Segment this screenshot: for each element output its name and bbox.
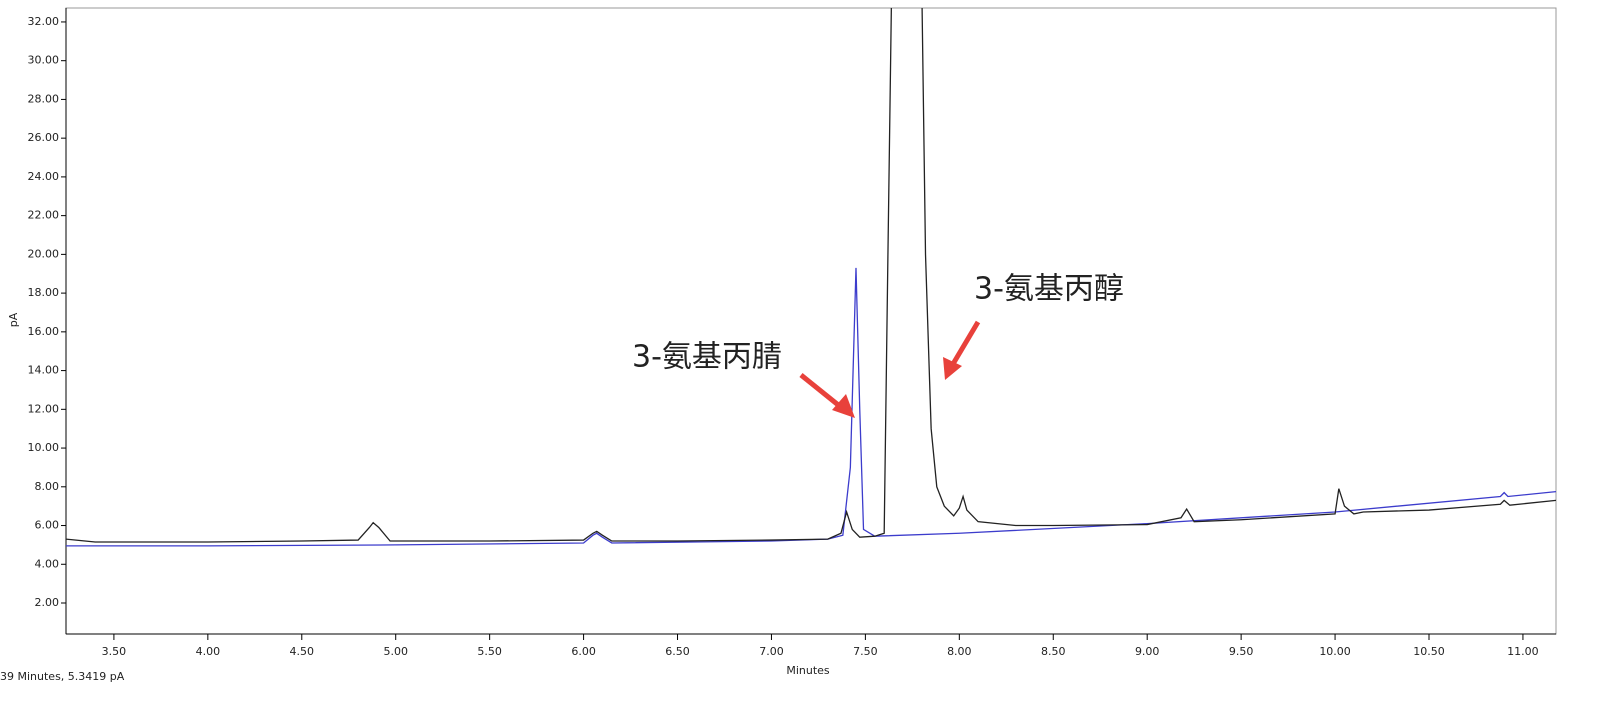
x-tick-label: 3.50 bbox=[102, 645, 127, 658]
x-tick-label: 10.00 bbox=[1319, 645, 1351, 658]
trace bbox=[66, 267, 1556, 547]
y-tick-label: 30.00 bbox=[28, 54, 60, 67]
annotation: 3-氨基丙腈 bbox=[632, 340, 782, 375]
y-tick-label: 28.00 bbox=[28, 92, 60, 105]
annotation: 3-氨基丙醇 bbox=[974, 272, 1124, 307]
trace bbox=[66, 8, 1556, 543]
arrow bbox=[943, 320, 981, 380]
x-tick-label: 11.00 bbox=[1507, 645, 1539, 658]
x-tick-label: 5.50 bbox=[477, 645, 502, 658]
y-tick-label: 18.00 bbox=[28, 286, 60, 299]
y-tick-label: 24.00 bbox=[28, 170, 60, 183]
y-tick-label: 10.00 bbox=[28, 441, 60, 454]
y-tick-label: 8.00 bbox=[35, 480, 60, 493]
x-tick-label: 8.50 bbox=[1041, 645, 1066, 658]
x-tick-label: 4.00 bbox=[196, 645, 221, 658]
y-tick-label: 20.00 bbox=[28, 247, 60, 260]
y-tick-label: 32.00 bbox=[28, 15, 60, 28]
x-tick-label: 7.50 bbox=[853, 645, 878, 658]
y-tick-label: 14.00 bbox=[28, 364, 60, 377]
y-tick-label: 26.00 bbox=[28, 131, 60, 144]
x-tick-label: 9.50 bbox=[1229, 645, 1254, 658]
x-tick-label: 6.00 bbox=[571, 645, 596, 658]
x-tick-label: 5.00 bbox=[383, 645, 408, 658]
y-tick-label: 6.00 bbox=[35, 519, 60, 532]
y-tick-label: 16.00 bbox=[28, 325, 60, 338]
x-tick-label: 9.00 bbox=[1135, 645, 1160, 658]
x-tick-label: 10.50 bbox=[1413, 645, 1445, 658]
x-tick-label: 8.00 bbox=[947, 645, 972, 658]
y-axis-label: pA bbox=[7, 312, 20, 327]
y-tick-label: 4.00 bbox=[35, 557, 60, 570]
x-axis-label: Minutes bbox=[786, 664, 830, 677]
y-tick-label: 2.00 bbox=[35, 596, 60, 609]
x-tick-label: 4.50 bbox=[290, 645, 315, 658]
traces bbox=[66, 8, 1556, 547]
y-tick-label: 22.00 bbox=[28, 209, 60, 222]
status-text: 39 Minutes, 5.3419 pA bbox=[0, 670, 125, 683]
x-tick-label: 7.00 bbox=[759, 645, 784, 658]
x-tick-label: 6.50 bbox=[665, 645, 690, 658]
arrow bbox=[799, 373, 855, 418]
y-tick-label: 12.00 bbox=[28, 402, 60, 415]
